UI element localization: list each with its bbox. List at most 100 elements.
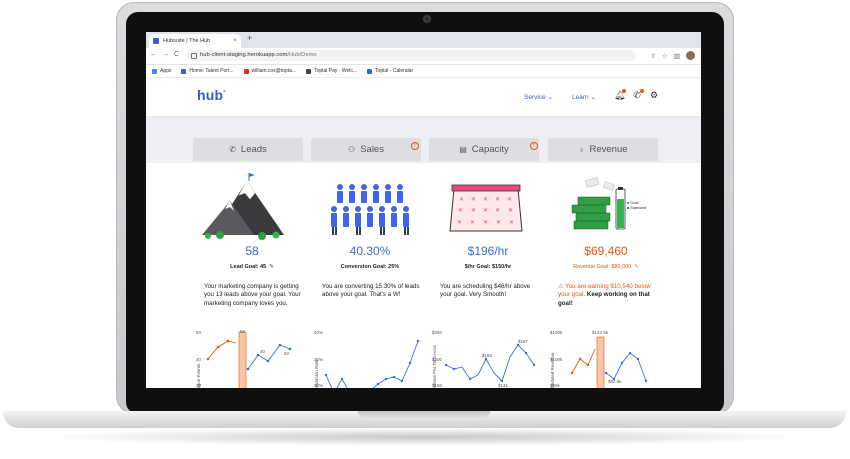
share-icon[interactable]: ⇧: [650, 52, 657, 60]
leads-message: Your marketing company is getting you 13…: [204, 283, 301, 307]
edit-icon[interactable]: ✎: [634, 264, 639, 270]
y-tick: $100k: [550, 357, 563, 362]
phone-icon: ✆: [229, 145, 236, 154]
y-axis-label: Unique Events: [196, 363, 201, 388]
favicon-icon: [153, 38, 159, 44]
y-tick: $200: [432, 357, 443, 362]
y-tick: $150k: [550, 330, 563, 335]
data-label: 40: [260, 349, 266, 354]
capacity-goal: $/hr Goal: $150/hr: [464, 264, 512, 270]
warning-icon: !: [530, 142, 538, 150]
data-label: 50: [284, 351, 290, 356]
tab-sales[interactable]: ⚇ Sales: [311, 138, 421, 161]
revenue-goal: Revenue Goal: $80,000 ✎: [573, 264, 639, 270]
svg-text:✕: ✕: [509, 219, 514, 226]
svg-text:✕: ✕: [483, 207, 488, 214]
svg-text:✕: ✕: [470, 219, 475, 226]
card-leads: 58 Lead Goal: 45 ✎ Your marketing company…: [192, 163, 312, 388]
sidebar-icon[interactable]: ▥: [673, 52, 680, 60]
lock-icon: [191, 53, 197, 59]
svg-text:✕: ✕: [495, 196, 500, 203]
laptop-notch: [358, 411, 490, 418]
bell-icon[interactable]: 🔔︎: [614, 89, 626, 100]
gmail-icon: [243, 68, 249, 74]
mountain-illustration: [202, 173, 284, 240]
screen: Hubsuite | The Hub × + ← → C hub-client-…: [146, 32, 701, 388]
sales-value: 40.30%: [349, 244, 391, 258]
forward-icon[interactable]: →: [162, 51, 169, 58]
y-axis-label: Scheduled Revenue: [550, 352, 555, 388]
svg-text:✕: ✕: [507, 196, 512, 203]
edit-icon[interactable]: ✎: [269, 264, 274, 270]
y-tick: 60: [196, 330, 202, 335]
calendar-icon: ▤: [459, 145, 467, 154]
revenue-chart: $150k $100k $50k Scheduled Revenue $142.…: [550, 330, 648, 388]
menu-service[interactable]: Service ⌄: [524, 94, 553, 101]
tab-capacity[interactable]: ▤ Capacity: [429, 138, 539, 161]
browser-actions: ⇧ ☆ ▥: [651, 51, 695, 60]
phone-icon[interactable]: ✆: [632, 89, 644, 100]
card-revenue: Goal Standard $69,460 Revenue Goal: $80,…: [546, 163, 666, 388]
capacity-chart: $250 $200 $150 Revenue Per Tech Hour $19…: [432, 330, 536, 388]
people-illustration: [331, 184, 409, 235]
y-tick: 40%: [314, 330, 323, 335]
url-host: hub-client-staging.herokuapp.com: [200, 52, 288, 58]
card-sales: 40.30% Conversion Goal: 25% You are conv…: [310, 163, 430, 388]
svg-text:✕: ✕: [496, 219, 501, 226]
star-icon[interactable]: ☆: [662, 52, 668, 60]
app-header: hub° Service ⌄ Learn ⌄ 🔔︎ ✆ ⚙: [146, 78, 701, 117]
svg-text:✕: ✕: [458, 207, 463, 214]
svg-text:✕: ✕: [457, 219, 462, 226]
svg-text:✕: ✕: [508, 207, 513, 214]
category-tabbar: ✆ Leads ⚇ Sales ! ▤ Capacity ! ♁ Revenue: [146, 117, 701, 163]
tab-revenue[interactable]: ♁ Revenue: [548, 138, 658, 161]
menu-learn[interactable]: Learn ⌄: [572, 94, 596, 101]
tab-close-icon[interactable]: ×: [233, 38, 237, 44]
back-icon[interactable]: ←: [150, 51, 157, 58]
profile-avatar[interactable]: [686, 51, 695, 60]
y-tick: $50k: [550, 383, 561, 388]
url-path: /Hub/Demo: [287, 52, 317, 58]
new-tab-button[interactable]: +: [247, 33, 253, 43]
y-axis-label: Conversion Rate: [314, 359, 319, 388]
bookmark-item[interactable]: Home: Talent Port...: [181, 68, 234, 74]
bookmark-item[interactable]: Apps: [152, 68, 171, 74]
apps-icon: [152, 68, 157, 74]
legend-goal: Goal: [630, 200, 639, 205]
bookmark-item[interactable]: william.cox@topta...: [243, 68, 296, 74]
revenue-value: $69,460: [584, 244, 628, 258]
warning-icon: ⚠: [558, 283, 564, 290]
bookmark-icon: [181, 68, 187, 74]
y-tick: 40: [196, 357, 202, 362]
leads-goal: Lead Goal: 45 ✎: [230, 264, 274, 270]
svg-text:✕: ✕: [471, 207, 476, 214]
y-tick: $150: [432, 383, 443, 388]
url-input[interactable]: hub-client-staging.herokuapp.com/Hub/Dem…: [186, 50, 636, 61]
reload-icon[interactable]: C: [174, 51, 180, 58]
bookmark-item[interactable]: Toptal Pay - Welc...: [306, 68, 357, 74]
gear-icon[interactable]: ⚙: [649, 90, 659, 100]
y-tick: 20%: [314, 383, 323, 388]
revenue-message: ⚠ You are earning $10,540 below your goa…: [558, 283, 651, 307]
browser-tab[interactable]: Hubsuite | The Hub ×: [149, 34, 241, 48]
data-label: $82.6k: [608, 379, 622, 384]
notification-dot: [622, 89, 626, 93]
y-tick: 30%: [314, 357, 323, 362]
svg-text:✕: ✕: [471, 196, 476, 203]
award-icon: ♁: [578, 145, 585, 154]
chevron-down-icon: ⌄: [590, 94, 596, 101]
data-label: $197: [518, 339, 529, 344]
legend-standard: Standard: [630, 205, 646, 210]
laptop-base: [3, 411, 846, 428]
browser-tabstrip: Hubsuite | The Hub × +: [146, 32, 701, 48]
kpi-cards: 58 Lead Goal: 45 ✎ Your marketing company…: [146, 163, 701, 388]
bookmark-item[interactable]: Toptal - Calendar: [367, 68, 413, 74]
hub-logo[interactable]: hub°: [197, 87, 226, 103]
y-tick: $250: [432, 330, 443, 335]
svg-text:✕: ✕: [483, 219, 488, 226]
sales-message: You are converting 15.30% of leads above…: [322, 283, 420, 299]
svg-text:✕: ✕: [495, 207, 500, 214]
tab-leads[interactable]: ✆ Leads: [193, 138, 303, 161]
laptop-shadow: [40, 428, 810, 446]
data-label: $142.5k: [592, 330, 609, 335]
